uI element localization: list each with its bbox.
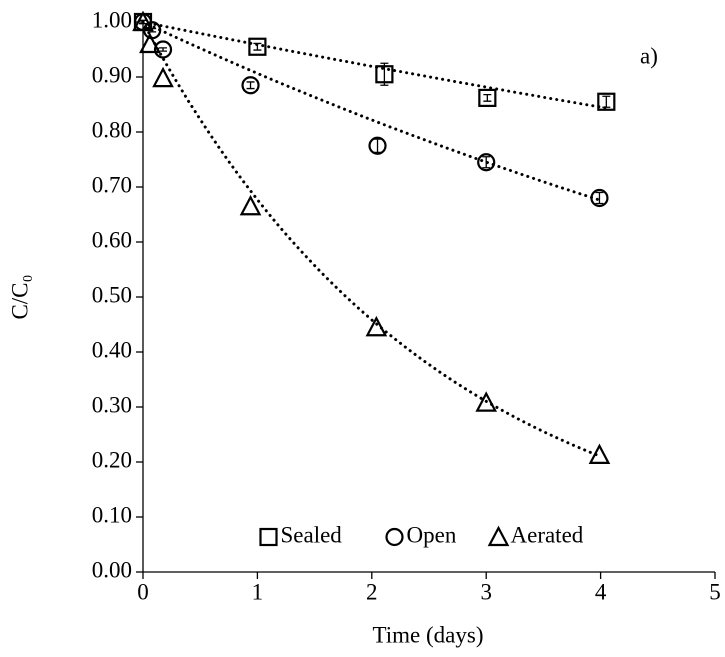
point [478,88,497,108]
point [365,315,388,337]
point [239,194,262,216]
y-tick-label: 0.70 [92,172,132,197]
point [597,92,616,111]
point [590,188,609,208]
y-tick-label: 0.40 [92,337,132,362]
annotation: a) [640,43,658,68]
legend-label: Aerated [511,522,584,547]
point [139,32,161,54]
legend-label: Sealed [281,522,343,547]
y-tick-label: 0.20 [92,447,132,472]
point [375,65,394,84]
point [241,76,260,95]
x-tick-label: 4 [595,579,607,604]
error-bar [595,191,604,205]
trendline [141,20,601,458]
y-tick-label: 0.30 [92,392,132,417]
legend-label: Open [407,522,457,547]
point [152,66,174,88]
legend-marker [487,525,510,547]
y-tick-label: 1.00 [92,7,132,32]
error-bar [246,81,255,90]
point [475,391,498,412]
trendline [141,20,601,202]
y-tick-label: 0.00 [92,557,132,582]
error-bar [482,156,491,169]
x-axis-label: Time (days) [373,622,484,647]
y-tick-label: 0.50 [92,282,132,307]
point [588,443,611,464]
point [368,136,387,155]
y-tick-label: 0.90 [92,62,132,87]
legend-marker [259,527,278,547]
y-tick-label: 0.10 [92,502,132,527]
y-tick-label: 0.60 [92,227,132,252]
error-bar [373,138,382,153]
error-bar [483,93,492,102]
point [153,40,173,59]
legend-marker [385,527,404,547]
error-bar [253,42,262,51]
point [248,37,267,56]
trendline [141,20,608,110]
x-tick-label: 5 [709,579,721,604]
x-tick-label: 3 [480,579,492,604]
x-tick-label: 2 [366,579,378,604]
point [132,10,154,32]
x-tick-label: 0 [137,579,149,604]
x-tick-label: 1 [252,579,264,604]
y-tick-label: 0.80 [92,117,132,142]
error-bar [602,95,611,108]
error-bar [159,47,168,52]
y-axis-label: C/C₀ [7,274,32,319]
point [477,153,496,172]
